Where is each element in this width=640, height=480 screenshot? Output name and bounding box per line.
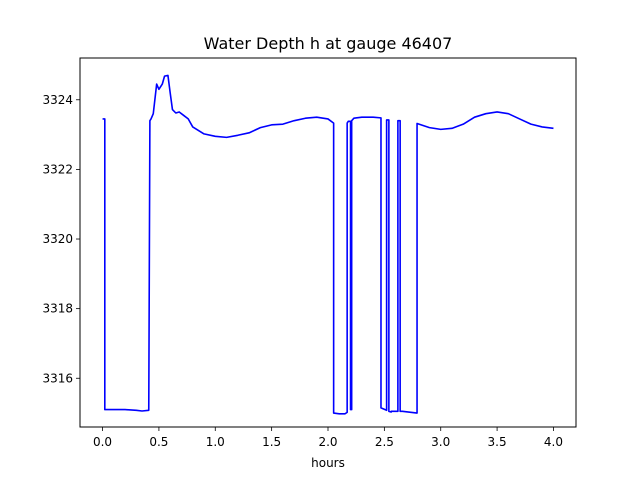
series-line-0 — [102, 74, 554, 415]
x-tick-label: 2.0 — [318, 435, 337, 449]
series-layer — [102, 74, 554, 415]
y-tick-label: 3318 — [42, 302, 73, 316]
y-tick-label: 3320 — [42, 232, 73, 246]
x-axis-label: hours — [311, 456, 345, 470]
x-tick-label: 0.0 — [93, 435, 112, 449]
y-tick-label: 3324 — [42, 93, 73, 107]
x-tick-label: 3.0 — [431, 435, 450, 449]
x-axis: 0.0 0.5 1.0 1.5 2.0 2.5 3.0 3.5 4.0 — [93, 427, 563, 449]
x-tick-label: 0.5 — [149, 435, 168, 449]
x-tick-label: 2.5 — [375, 435, 394, 449]
chart-title: Water Depth h at gauge 46407 — [204, 34, 453, 53]
x-tick-label: 3.5 — [488, 435, 507, 449]
y-axis: 3316 3318 3320 3322 3324 — [42, 93, 80, 385]
y-tick-label: 3316 — [42, 371, 73, 385]
x-tick-label: 1.5 — [262, 435, 281, 449]
x-tick-label: 4.0 — [544, 435, 563, 449]
x-tick-label: 1.0 — [206, 435, 225, 449]
y-tick-label: 3322 — [42, 162, 73, 176]
